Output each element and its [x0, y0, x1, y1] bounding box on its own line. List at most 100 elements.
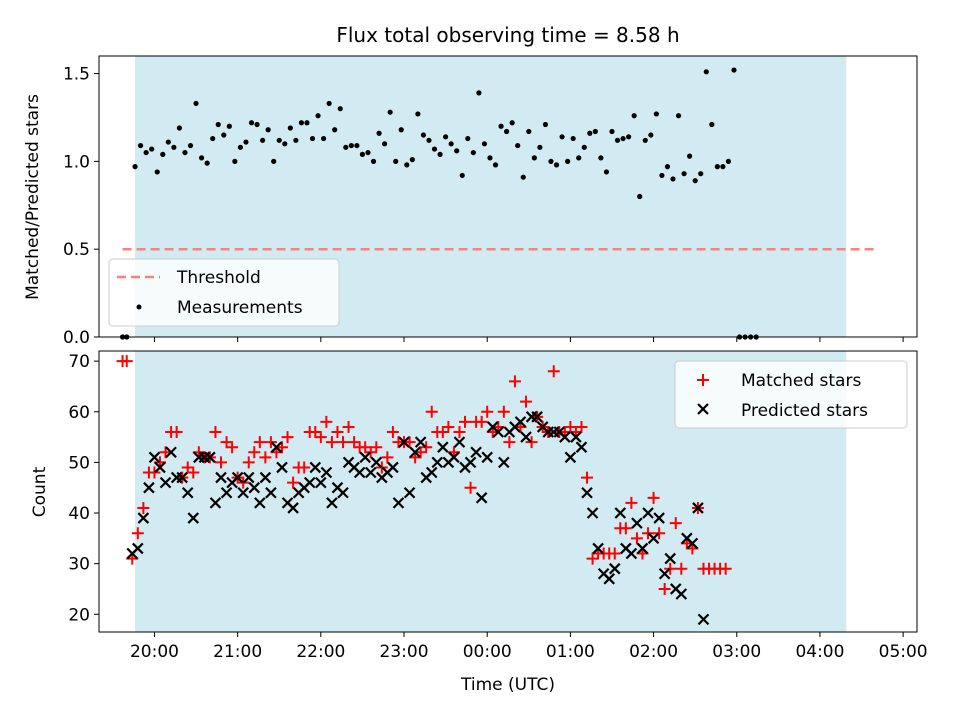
predicted-star-point-21	[242, 471, 255, 484]
matched-star-point-101	[675, 562, 688, 575]
x-tick-label-0: 20:00	[130, 642, 179, 662]
predicted-star-point-70	[514, 416, 527, 428]
predicted-star-point-54	[425, 466, 438, 479]
measurement-point-88	[609, 128, 615, 135]
matched-star-point-85	[586, 552, 599, 565]
matched-star-point-38	[325, 436, 338, 449]
measurement-point-84	[587, 130, 593, 136]
bottom-y-axis-label: Count	[30, 466, 50, 517]
bottom-y-tick-label-4: 60	[68, 403, 90, 423]
measurement-point-9	[171, 144, 177, 150]
measurement-point-39	[337, 106, 343, 112]
predicted-star-point-14	[204, 451, 216, 464]
measurement-point-19	[226, 123, 232, 129]
measurement-point-11	[182, 149, 188, 156]
matched-star-point-100	[669, 517, 682, 530]
matched-star-point-20	[226, 441, 239, 454]
matched-star-point-93	[630, 532, 643, 545]
measurement-point-89	[614, 137, 621, 143]
predicted-star-point-58	[448, 451, 460, 464]
predicted-star-point-38	[337, 486, 349, 499]
top-y-tick-label-3: 1.5	[63, 65, 90, 85]
bottom-y-tick-label-5: 70	[68, 352, 90, 372]
predicted-star-point-16	[215, 471, 227, 484]
measurement-point-99	[670, 176, 676, 182]
predicted-star-point-15	[209, 497, 222, 509]
matched-star-point-47	[375, 461, 388, 474]
matched-star-point-59	[442, 420, 455, 433]
matched-star-point-92	[625, 496, 638, 509]
measurement-point-96	[653, 111, 659, 117]
measurement-point-105	[703, 69, 709, 75]
predicted-star-point-1	[132, 542, 144, 555]
predicted-star-point-17	[220, 486, 233, 499]
predicted-star-point-63	[475, 492, 488, 504]
measurement-point-24	[254, 121, 260, 128]
bottom-legend: Matched stars Predicted stars	[674, 360, 908, 429]
matched-star-point-37	[320, 415, 333, 428]
measurement-point-94	[642, 137, 648, 143]
predicted-star-point-103	[697, 613, 710, 626]
measurement-point-55	[426, 137, 432, 143]
measurement-point-15	[204, 160, 210, 166]
top-legend: Threshold Measurements	[108, 258, 340, 327]
measurement-point-107	[714, 164, 720, 170]
measurement-point-86	[598, 155, 604, 161]
predicted-star-point-36	[326, 497, 338, 509]
predicted-star-point-88	[614, 507, 627, 519]
measurement-point-48	[387, 109, 393, 115]
matched-star-point-97	[653, 527, 666, 540]
predicted-star-point-83	[586, 507, 599, 519]
matched-star-point-24	[248, 446, 261, 459]
predicted-star-point-22	[248, 481, 261, 494]
predicted-star-point-87	[608, 562, 621, 575]
matched-star-point-45	[364, 446, 377, 459]
matched-star-point-6	[148, 466, 161, 479]
measurement-point-58	[443, 134, 449, 140]
measurement-point-61	[459, 172, 465, 179]
matched-star-point-18	[215, 456, 228, 469]
measurement-point-26	[265, 127, 271, 133]
matched-star-point-81	[564, 420, 577, 433]
predicted-star-point-67	[498, 456, 510, 469]
predicted-star-point-90	[625, 547, 638, 560]
x-tick-label-6: 02:00	[629, 642, 678, 662]
matched-star-point-42	[348, 436, 361, 449]
predicted-star-point-10	[181, 486, 194, 499]
matched-star-point-23	[242, 456, 255, 469]
predicted-star-point-101	[686, 537, 699, 550]
matched-star-point-69	[497, 405, 510, 418]
matched-star-point-35	[309, 426, 322, 439]
legend-matched-swatch	[697, 374, 709, 386]
measurement-point-70	[509, 120, 515, 126]
matched-star-point-39	[331, 426, 344, 439]
matched-star-point-19	[220, 436, 233, 449]
matched-star-point-73	[520, 395, 533, 408]
matched-star-point-66	[481, 405, 494, 418]
measurement-point-34	[309, 135, 316, 142]
measurement-point-108	[720, 164, 726, 170]
predicted-star-point-20	[237, 486, 249, 499]
bottom-y-tick-label-2: 40	[68, 504, 90, 524]
measurement-point-28	[276, 137, 282, 143]
top-y-axis-label: Matched/Predicted stars	[23, 94, 43, 300]
predicted-star-point-62	[470, 446, 482, 459]
predicted-star-point-23	[254, 497, 266, 509]
measurement-point-59	[448, 141, 454, 147]
predicted-star-point-48	[392, 497, 405, 509]
predicted-star-point-41	[353, 466, 366, 479]
measurement-point-54	[420, 132, 427, 138]
measurement-point-101	[681, 171, 687, 177]
bottom-x-ticks: 20:00 21:00 22:00 23:00 00:00 01:00 02:00 03:00…	[130, 632, 928, 662]
top-y-tick-label-1: 0.5	[63, 240, 90, 260]
matched-star-point-22	[237, 476, 250, 489]
predicted-star-point-52	[414, 436, 427, 448]
matched-star-point-48	[381, 451, 394, 464]
predicted-star-point-19	[231, 471, 244, 484]
predicted-star-point-3	[143, 481, 155, 494]
measurement-point-77	[548, 158, 554, 164]
measurement-point-20	[232, 158, 238, 164]
matched-star-point-49	[386, 426, 399, 439]
measurement-point-7	[160, 151, 166, 157]
